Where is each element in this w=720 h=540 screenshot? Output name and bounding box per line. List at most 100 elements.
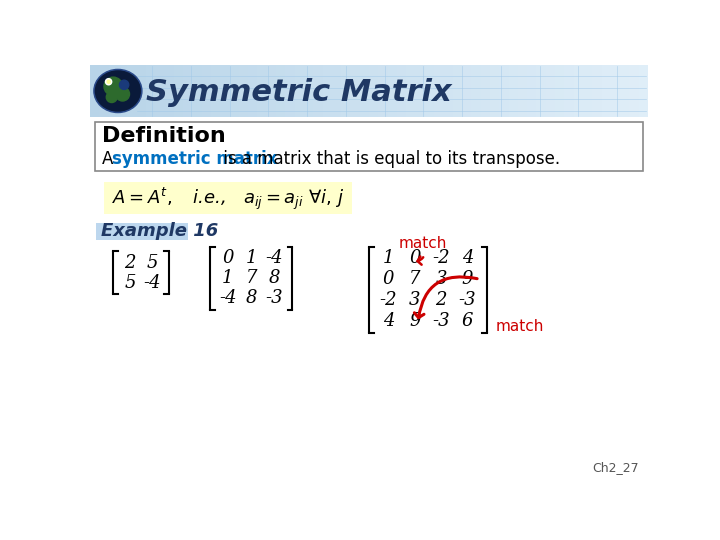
Bar (546, 65, 556, 117)
Bar (601, 65, 611, 117)
Text: 5: 5 (125, 274, 136, 292)
Text: 5: 5 (146, 254, 158, 272)
Bar (620, 65, 630, 117)
Text: 0: 0 (382, 270, 394, 288)
Text: 8: 8 (246, 289, 257, 307)
Text: 8: 8 (269, 269, 280, 287)
Bar (118, 65, 128, 117)
Ellipse shape (96, 71, 140, 111)
Bar (145, 65, 156, 117)
Bar (351, 65, 361, 117)
Text: 4: 4 (462, 249, 473, 267)
Text: 2: 2 (436, 291, 447, 309)
Bar (174, 65, 184, 117)
Bar (444, 65, 454, 117)
Text: -2: -2 (432, 249, 450, 267)
Circle shape (104, 77, 122, 96)
Bar (276, 65, 286, 117)
Ellipse shape (94, 70, 142, 112)
Bar (555, 65, 565, 117)
Bar (369, 65, 379, 117)
Bar (192, 65, 202, 117)
Bar (387, 65, 397, 117)
Text: 1: 1 (222, 269, 234, 287)
Text: match: match (399, 236, 447, 251)
Bar (508, 65, 518, 117)
Text: match: match (496, 320, 544, 334)
Bar (239, 65, 249, 117)
Bar (323, 65, 333, 117)
Bar (564, 65, 575, 117)
Bar (639, 65, 649, 117)
Text: $A = A^t,$   i.e.,   $a_{ij} = a_{ji}\ \forall i,\, j$: $A = A^t,$ i.e., $a_{ij} = a_{ji}\ \fora… (112, 186, 344, 212)
FancyBboxPatch shape (94, 122, 644, 171)
Text: is a matrix that is equal to its transpose.: is a matrix that is equal to its transpo… (218, 150, 560, 168)
Bar (611, 65, 621, 117)
FancyBboxPatch shape (96, 222, 188, 240)
Circle shape (116, 87, 130, 101)
Bar (406, 65, 416, 117)
Bar (536, 65, 546, 117)
Bar (574, 65, 584, 117)
Bar (155, 65, 165, 117)
Text: symmetric matrix: symmetric matrix (112, 150, 278, 168)
Text: Ch2_27: Ch2_27 (592, 462, 639, 475)
Bar (481, 65, 490, 117)
Bar (90, 65, 100, 117)
Bar (527, 65, 537, 117)
Bar (425, 65, 435, 117)
Text: 9: 9 (409, 312, 420, 330)
Bar (294, 65, 305, 117)
Text: 1: 1 (382, 249, 394, 267)
Text: 7: 7 (246, 269, 257, 287)
Bar (472, 65, 482, 117)
Text: 1: 1 (246, 249, 257, 267)
FancyBboxPatch shape (104, 182, 352, 214)
Bar (266, 65, 276, 117)
Bar (164, 65, 174, 117)
Circle shape (120, 80, 129, 90)
Bar (332, 65, 342, 117)
Bar (583, 65, 593, 117)
Bar (137, 65, 147, 117)
Text: Example 16: Example 16 (101, 222, 218, 240)
Bar (490, 65, 500, 117)
Bar (360, 65, 370, 117)
Bar (220, 65, 230, 117)
Bar (415, 65, 426, 117)
Text: -3: -3 (459, 291, 476, 309)
Text: -4: -4 (219, 289, 237, 307)
Text: -3: -3 (266, 289, 283, 307)
Bar (499, 65, 509, 117)
Bar (378, 65, 388, 117)
Text: 3: 3 (409, 291, 420, 309)
Text: A: A (102, 150, 119, 168)
Circle shape (107, 92, 117, 103)
Bar (462, 65, 472, 117)
Text: 0: 0 (222, 249, 234, 267)
Text: 2: 2 (125, 254, 136, 272)
Circle shape (107, 80, 110, 83)
Bar (341, 65, 351, 117)
Text: -2: -2 (379, 291, 397, 309)
Bar (127, 65, 138, 117)
Bar (202, 65, 212, 117)
Bar (629, 65, 639, 117)
Text: Symmetric Matrix: Symmetric Matrix (145, 78, 451, 107)
Bar (211, 65, 221, 117)
Text: -4: -4 (143, 274, 161, 292)
Text: Definition: Definition (102, 126, 226, 146)
Text: 4: 4 (382, 312, 394, 330)
Bar (313, 65, 323, 117)
Bar (183, 65, 193, 117)
Bar (593, 65, 602, 117)
Text: 0: 0 (409, 249, 420, 267)
Bar (258, 65, 267, 117)
Text: 6: 6 (462, 312, 473, 330)
Bar (397, 65, 407, 117)
Bar (248, 65, 258, 117)
Bar (230, 65, 240, 117)
Bar (304, 65, 314, 117)
Text: 7: 7 (409, 270, 420, 288)
Bar (285, 65, 295, 117)
